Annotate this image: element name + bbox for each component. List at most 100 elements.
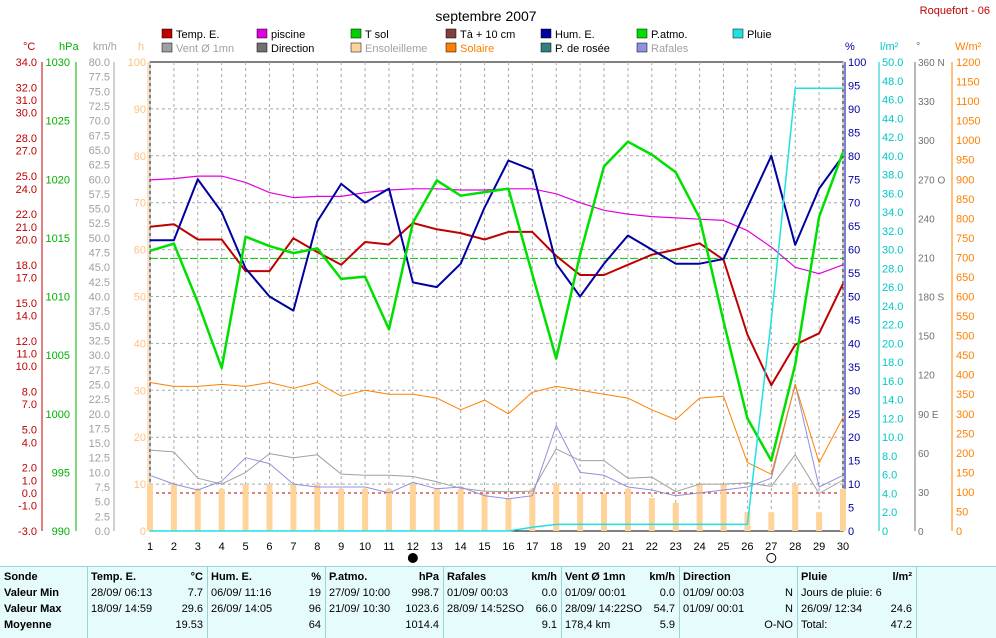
- sunshine-bar: [696, 484, 703, 531]
- footer-row: Valeur Min: [4, 587, 60, 599]
- x-tick-label: 3: [195, 541, 201, 553]
- legend-swatch: [350, 28, 362, 39]
- direction-tick-label: 120: [918, 371, 935, 382]
- footer-value: 47.2: [890, 619, 912, 631]
- solar-tick-label: 1000: [956, 135, 980, 147]
- rain-tick-label: 28.0: [882, 263, 903, 275]
- new-moon-marker: [407, 553, 418, 563]
- direction-tick-label: 180 S: [918, 293, 944, 304]
- footer-row: 01/09/ 00:01 0.0: [565, 587, 675, 603]
- pressure-tick-label: 1025: [46, 116, 70, 128]
- sunshine-tick-label: 60: [134, 245, 146, 257]
- sunshine-tick-label: 0: [140, 526, 146, 538]
- footer-row: 01/09/ 00:03 0.0: [447, 587, 557, 603]
- axis-unit: km/h: [93, 41, 117, 53]
- wind-tick-label: 52.5: [89, 218, 110, 230]
- x-tick-label: 9: [338, 541, 344, 553]
- footer-header: Temp. E. °C: [91, 571, 203, 587]
- sunshine-bar: [409, 484, 416, 531]
- footer-date: 01/09/ 00:01: [683, 603, 745, 615]
- temp-tick-label: 8.0: [22, 387, 37, 399]
- temp-tick-label: 31.0: [16, 95, 37, 107]
- wind-tick-label: 57.5: [89, 189, 110, 201]
- rain-tick-label: 14.0: [882, 395, 903, 407]
- sunshine-bar: [314, 484, 321, 531]
- x-tick-label: 13: [431, 541, 443, 553]
- series-line-vent-1mn: [149, 448, 844, 494]
- rain-tick-label: 34.0: [882, 207, 903, 219]
- pressure-tick-label: 990: [52, 526, 70, 538]
- wind-tick-label: 80.0: [89, 57, 110, 69]
- solar-tick-label: 300: [956, 409, 974, 421]
- pressure-tick-label: 1030: [46, 57, 70, 69]
- axes: 34.032.031.030.028.027.025.024.022.021.0…: [16, 41, 982, 538]
- humidity-tick-label: 15: [848, 456, 860, 468]
- x-tick-label: 29: [813, 541, 825, 553]
- footer-unit: km/h: [649, 571, 675, 583]
- legend-swatch: [350, 42, 362, 53]
- temp-tick-label: 12.0: [16, 336, 37, 348]
- footer-date: 28/09/ 14:52SO: [447, 603, 525, 615]
- footer-header: Vent Ø 1mn km/h: [565, 571, 675, 587]
- wind-tick-label: 35.0: [89, 321, 110, 333]
- footer-title: Direction: [683, 571, 731, 583]
- legend-label: P. de rosée: [555, 43, 610, 55]
- rain-tick-label: 42.0: [882, 132, 903, 144]
- x-tick-label: 7: [290, 541, 296, 553]
- footer-row: 21/09/ 10:30 1023.6: [329, 603, 439, 619]
- legend-label: Temp. E.: [176, 29, 219, 41]
- station-name: Roquefort - 06: [920, 5, 990, 17]
- rain-tick-label: 6.0: [882, 470, 897, 482]
- footer-column-6: Direction 01/09/ 00:03 N 01/09/ 00:01 N O-NO: [679, 567, 798, 638]
- x-tick-label: 20: [598, 541, 610, 553]
- legend-swatch: [636, 42, 648, 53]
- footer-row: 28/09/ 06:13 7.7: [91, 587, 203, 603]
- axis-unit: hPa: [59, 41, 79, 53]
- footer-date: 01/09/ 00:03: [447, 587, 509, 599]
- rain-tick-label: 30.0: [882, 245, 903, 257]
- rain-tick-label: 22.0: [882, 320, 903, 332]
- footer-date: 28/09/ 14:22SO: [565, 603, 643, 615]
- wind-tick-label: 20.0: [89, 409, 110, 421]
- sunshine-bar: [720, 484, 727, 531]
- x-tick-label: 21: [622, 541, 634, 553]
- solar-tick-label: 0: [956, 526, 962, 538]
- temp-tick-label: 27.0: [16, 146, 37, 158]
- rain-tick-label: 10.0: [882, 432, 903, 444]
- footer-value: N: [785, 603, 793, 615]
- wind-tick-label: 32.5: [89, 335, 110, 347]
- solar-tick-label: 500: [956, 331, 974, 343]
- x-tick-label: 18: [550, 541, 562, 553]
- sunshine-tick-label: 70: [134, 198, 146, 210]
- solar-tick-label: 650: [956, 272, 974, 284]
- rain-tick-label: 46.0: [882, 95, 903, 107]
- humidity-tick-label: 70: [848, 198, 860, 210]
- footer-row: 64: [211, 619, 321, 635]
- solar-tick-label: 450: [956, 350, 974, 362]
- legend-swatch: [256, 28, 268, 39]
- temp-tick-label: 0.0: [22, 488, 37, 500]
- footer-date: Jours de pluie: 6: [801, 587, 882, 599]
- footer-value: 96: [308, 603, 321, 615]
- direction-tick-label: 240: [918, 214, 935, 225]
- series-line-temp-e-: [149, 222, 844, 387]
- series-lines: [149, 87, 845, 532]
- footer-title: Pluie: [801, 571, 828, 583]
- solar-tick-label: 100: [956, 487, 974, 499]
- rain-tick-label: 24.0: [882, 301, 903, 313]
- sunshine-tick-label: 90: [134, 104, 146, 116]
- pressure-tick-label: 1005: [46, 350, 70, 362]
- rain-tick-label: 36.0: [882, 188, 903, 200]
- wind-tick-label: 50.0: [89, 233, 110, 245]
- direction-tick-label: 150: [918, 332, 935, 343]
- legend-swatch: [445, 42, 457, 53]
- footer-value: 5.9: [659, 619, 675, 631]
- temp-tick-label: 20.0: [16, 234, 37, 246]
- footer-column-7: Pluie l/m² Jours de pluie: 6 26/09/ 12:34 24…: [797, 567, 917, 638]
- axis-unit: W/m²: [955, 41, 982, 53]
- footer-value: N: [785, 587, 793, 599]
- rain-tick-label: 12.0: [882, 413, 903, 425]
- legend-label: T sol: [365, 29, 389, 41]
- footer-column-5: Vent Ø 1mn km/h 01/09/ 00:01 0.0 28/09/ 14:2…: [561, 567, 680, 638]
- temp-tick-label: 21.0: [16, 222, 37, 234]
